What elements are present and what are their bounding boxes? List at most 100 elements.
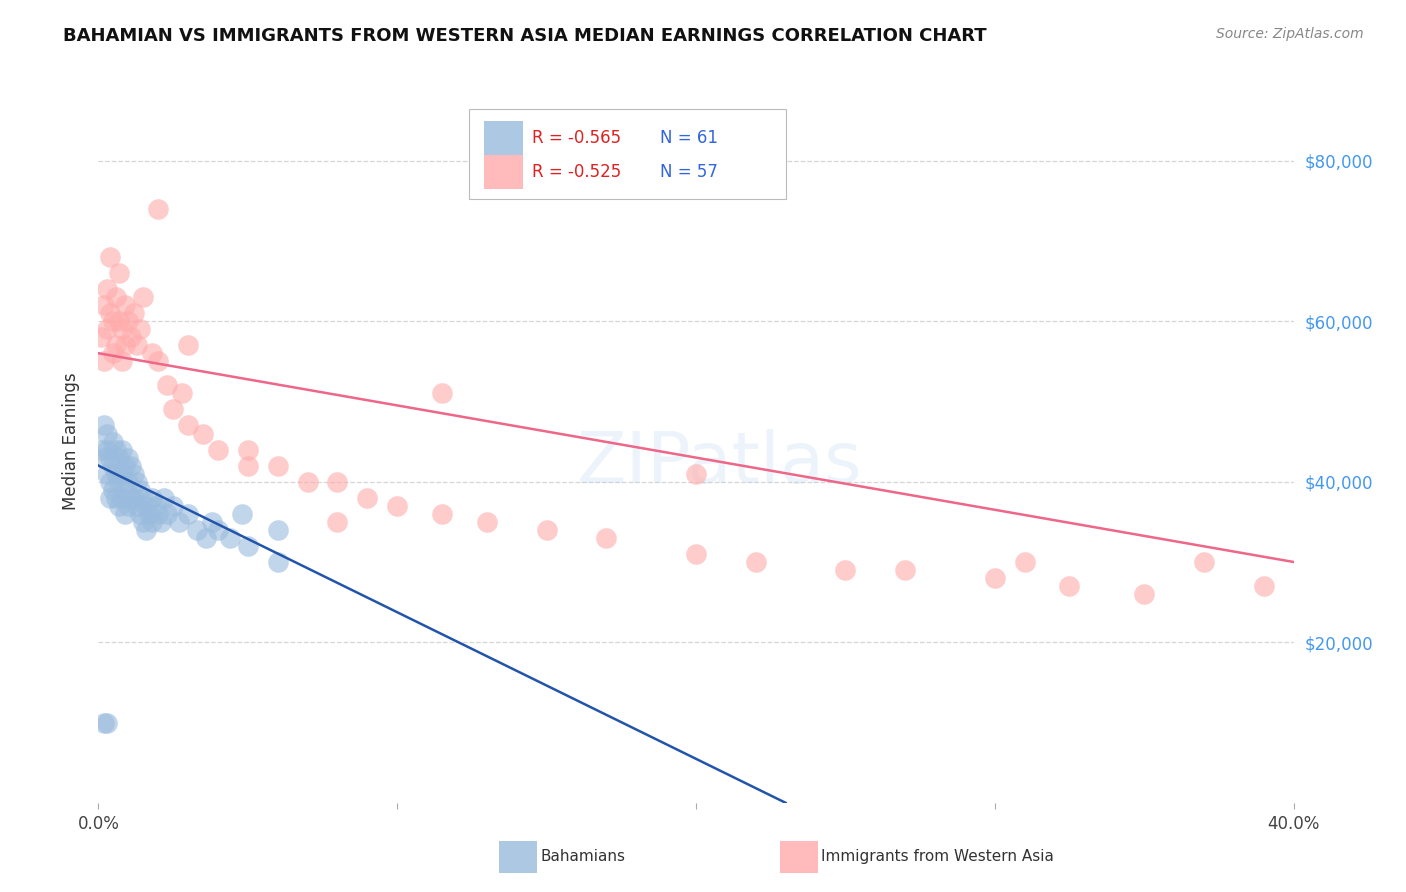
FancyBboxPatch shape xyxy=(499,841,537,873)
Point xyxy=(93,354,115,368)
Point xyxy=(207,442,229,457)
Point xyxy=(96,322,118,336)
Point xyxy=(127,499,149,513)
Point xyxy=(103,483,125,497)
Point xyxy=(156,507,179,521)
Point xyxy=(267,458,290,473)
Point xyxy=(111,322,134,336)
Point xyxy=(153,491,176,505)
Point xyxy=(356,491,378,505)
Point xyxy=(148,202,170,216)
Point xyxy=(186,523,208,537)
Point xyxy=(984,571,1007,585)
Point xyxy=(114,483,136,497)
Point xyxy=(143,499,166,513)
Point xyxy=(103,434,125,449)
Point xyxy=(195,531,218,545)
FancyBboxPatch shape xyxy=(485,155,523,189)
Point xyxy=(135,523,157,537)
Point xyxy=(111,442,134,457)
Point xyxy=(93,298,115,312)
Point xyxy=(1253,579,1275,593)
FancyBboxPatch shape xyxy=(779,841,818,873)
Point xyxy=(156,378,179,392)
Point xyxy=(177,507,200,521)
Point xyxy=(129,483,152,497)
Point xyxy=(124,306,146,320)
Point xyxy=(124,467,146,481)
Point xyxy=(150,515,173,529)
Point xyxy=(141,346,163,360)
Point xyxy=(267,555,290,569)
Point xyxy=(96,442,118,457)
Text: ZIPatlas: ZIPatlas xyxy=(576,429,863,498)
Point xyxy=(177,338,200,352)
Point xyxy=(98,491,122,505)
Point xyxy=(267,523,290,537)
FancyBboxPatch shape xyxy=(470,109,786,200)
Point xyxy=(475,515,498,529)
Point xyxy=(117,499,139,513)
Point xyxy=(132,491,155,505)
Point xyxy=(685,547,707,561)
Point xyxy=(1192,555,1215,569)
Point xyxy=(98,475,122,489)
Point xyxy=(201,515,224,529)
Point xyxy=(430,507,453,521)
Point xyxy=(111,467,134,481)
Point xyxy=(108,499,131,513)
Point xyxy=(98,250,122,264)
Point xyxy=(385,499,409,513)
Point xyxy=(117,475,139,489)
Text: R = -0.525: R = -0.525 xyxy=(533,163,621,181)
Point xyxy=(96,426,118,441)
Point xyxy=(326,515,349,529)
Point xyxy=(177,418,200,433)
Point xyxy=(105,290,128,304)
Point xyxy=(1014,555,1036,569)
Point xyxy=(219,531,242,545)
Point xyxy=(96,467,118,481)
Point xyxy=(685,467,707,481)
Point xyxy=(138,507,160,521)
Point xyxy=(120,491,142,505)
Point xyxy=(1133,587,1156,601)
Point xyxy=(120,458,142,473)
Point xyxy=(148,507,170,521)
Point xyxy=(167,515,190,529)
Text: R = -0.565: R = -0.565 xyxy=(533,129,621,147)
Point xyxy=(132,290,155,304)
Point xyxy=(103,314,125,328)
Point xyxy=(108,450,131,465)
Point xyxy=(98,450,122,465)
Point xyxy=(141,515,163,529)
Point xyxy=(105,442,128,457)
Point xyxy=(108,314,131,328)
Point xyxy=(127,338,149,352)
Point xyxy=(148,354,170,368)
Point xyxy=(129,322,152,336)
Y-axis label: Median Earnings: Median Earnings xyxy=(62,373,80,510)
Point xyxy=(135,499,157,513)
Point xyxy=(96,282,118,296)
Point xyxy=(93,715,115,730)
Text: Source: ZipAtlas.com: Source: ZipAtlas.com xyxy=(1216,27,1364,41)
Point xyxy=(162,402,184,417)
Point xyxy=(124,491,146,505)
Point xyxy=(894,563,917,577)
Point xyxy=(536,523,558,537)
Point xyxy=(127,475,149,489)
Point xyxy=(236,458,259,473)
Point xyxy=(108,266,131,280)
Point xyxy=(162,499,184,513)
Point xyxy=(172,386,194,401)
Point xyxy=(90,442,112,457)
Point xyxy=(105,491,128,505)
Text: N = 57: N = 57 xyxy=(661,163,718,181)
Point xyxy=(129,507,152,521)
Point xyxy=(236,442,259,457)
Point xyxy=(96,715,118,730)
Point xyxy=(105,467,128,481)
Point xyxy=(745,555,768,569)
Point xyxy=(1059,579,1081,593)
